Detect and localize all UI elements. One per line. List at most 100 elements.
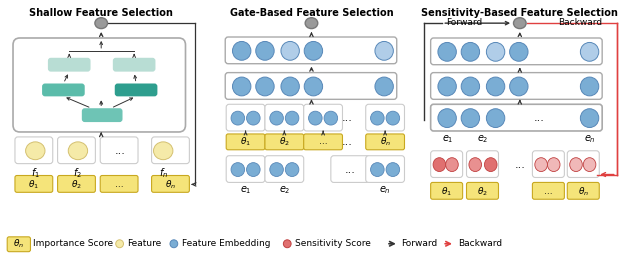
FancyBboxPatch shape	[113, 58, 156, 72]
Text: Backward: Backward	[458, 239, 502, 248]
Text: ...: ...	[115, 180, 124, 189]
Ellipse shape	[513, 18, 526, 28]
FancyBboxPatch shape	[152, 176, 189, 192]
Text: $\theta_2$: $\theta_2$	[477, 185, 488, 198]
Ellipse shape	[232, 41, 251, 60]
Text: $\theta_2$: $\theta_2$	[71, 178, 82, 191]
Text: Gate-Based Feature Selection: Gate-Based Feature Selection	[230, 8, 394, 18]
Ellipse shape	[438, 109, 456, 127]
Text: $f_1$: $f_1$	[31, 167, 40, 181]
Text: ...: ...	[115, 146, 126, 156]
Ellipse shape	[285, 111, 299, 125]
Ellipse shape	[68, 142, 88, 160]
Ellipse shape	[535, 158, 547, 171]
Ellipse shape	[270, 163, 284, 176]
Ellipse shape	[308, 111, 322, 125]
Ellipse shape	[231, 163, 244, 176]
FancyBboxPatch shape	[431, 104, 602, 131]
Ellipse shape	[469, 158, 481, 171]
Ellipse shape	[547, 158, 560, 171]
Text: Feature: Feature	[127, 239, 162, 248]
FancyBboxPatch shape	[304, 134, 342, 150]
Ellipse shape	[386, 163, 399, 176]
Ellipse shape	[95, 18, 108, 28]
FancyBboxPatch shape	[226, 134, 265, 150]
FancyBboxPatch shape	[58, 137, 95, 164]
FancyBboxPatch shape	[82, 108, 122, 122]
FancyBboxPatch shape	[7, 237, 31, 252]
Ellipse shape	[256, 41, 274, 60]
Ellipse shape	[170, 240, 178, 248]
Ellipse shape	[433, 158, 445, 171]
Ellipse shape	[304, 41, 323, 60]
Ellipse shape	[375, 41, 394, 60]
FancyBboxPatch shape	[467, 182, 499, 199]
FancyBboxPatch shape	[226, 104, 265, 131]
Text: ...: ...	[544, 187, 553, 196]
FancyBboxPatch shape	[225, 37, 397, 64]
Ellipse shape	[509, 77, 528, 96]
FancyBboxPatch shape	[15, 137, 52, 164]
FancyBboxPatch shape	[431, 151, 463, 177]
Ellipse shape	[486, 109, 505, 127]
Text: Forward: Forward	[401, 239, 438, 248]
Text: $\theta_n$: $\theta_n$	[13, 238, 24, 250]
Ellipse shape	[509, 42, 528, 61]
FancyBboxPatch shape	[365, 134, 404, 150]
FancyBboxPatch shape	[532, 182, 564, 199]
Ellipse shape	[305, 18, 318, 28]
Text: $\theta_2$: $\theta_2$	[279, 136, 290, 148]
Ellipse shape	[281, 77, 300, 96]
Ellipse shape	[284, 240, 291, 248]
FancyBboxPatch shape	[225, 73, 397, 99]
FancyBboxPatch shape	[100, 137, 138, 164]
Text: $e_1$: $e_1$	[442, 133, 454, 145]
FancyBboxPatch shape	[467, 151, 499, 177]
Ellipse shape	[583, 158, 596, 171]
Ellipse shape	[304, 77, 323, 96]
Text: $\theta_1$: $\theta_1$	[240, 136, 251, 148]
Text: ...: ...	[319, 137, 328, 146]
Ellipse shape	[281, 41, 300, 60]
Ellipse shape	[580, 109, 599, 127]
Ellipse shape	[371, 111, 384, 125]
Ellipse shape	[386, 111, 399, 125]
Text: Forward: Forward	[447, 18, 483, 27]
Ellipse shape	[461, 77, 479, 96]
FancyBboxPatch shape	[567, 182, 599, 199]
Ellipse shape	[324, 111, 338, 125]
Ellipse shape	[154, 142, 173, 160]
Text: Backward: Backward	[558, 18, 602, 27]
Text: $f_n$: $f_n$	[159, 167, 168, 181]
FancyBboxPatch shape	[431, 73, 602, 99]
FancyBboxPatch shape	[567, 151, 599, 177]
Ellipse shape	[580, 42, 599, 61]
Text: $\theta_n$: $\theta_n$	[578, 185, 589, 198]
Ellipse shape	[438, 77, 456, 96]
Text: $e_n$: $e_n$	[584, 133, 595, 145]
FancyBboxPatch shape	[304, 104, 342, 131]
FancyBboxPatch shape	[100, 176, 138, 192]
Ellipse shape	[570, 158, 582, 171]
Ellipse shape	[375, 77, 394, 96]
Ellipse shape	[484, 158, 497, 171]
FancyBboxPatch shape	[532, 151, 564, 177]
FancyBboxPatch shape	[15, 176, 52, 192]
Ellipse shape	[486, 77, 505, 96]
Ellipse shape	[246, 111, 260, 125]
Ellipse shape	[26, 142, 45, 160]
Ellipse shape	[116, 240, 124, 248]
FancyBboxPatch shape	[115, 83, 157, 96]
FancyBboxPatch shape	[48, 58, 90, 72]
Ellipse shape	[232, 77, 251, 96]
Ellipse shape	[461, 42, 479, 61]
Ellipse shape	[438, 42, 456, 61]
Ellipse shape	[486, 42, 505, 61]
Ellipse shape	[371, 163, 384, 176]
Text: Feature Embedding: Feature Embedding	[182, 239, 270, 248]
Text: $e_2$: $e_2$	[278, 184, 290, 196]
Text: Shallow Feature Selection: Shallow Feature Selection	[29, 8, 173, 18]
Text: Importance Score: Importance Score	[33, 239, 113, 248]
FancyBboxPatch shape	[265, 104, 304, 131]
Text: Sensitivity-Based Feature Selection: Sensitivity-Based Feature Selection	[421, 8, 618, 18]
